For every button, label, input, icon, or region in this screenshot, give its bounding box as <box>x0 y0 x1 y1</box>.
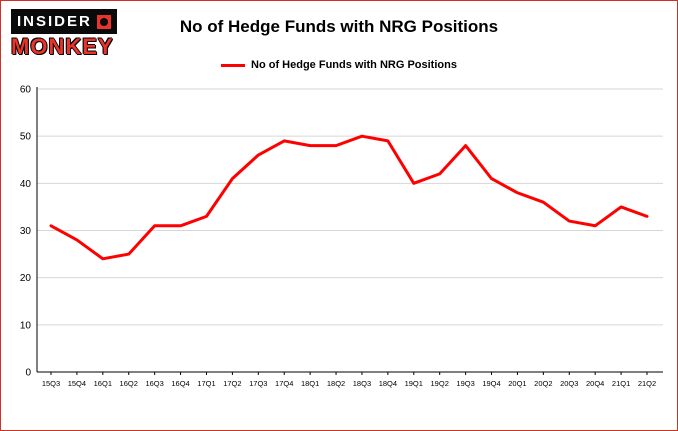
x-tick-label: 18Q4 <box>379 379 397 388</box>
x-tick-label: 17Q1 <box>197 379 215 388</box>
logo-insider-text: INSIDER <box>17 13 92 30</box>
x-tick-label: 20Q1 <box>508 379 526 388</box>
x-tick-label: 18Q1 <box>301 379 319 388</box>
line-chart: 0 10 20 30 40 50 60 15Q3 15Q4 16Q1 16Q2 16Q3 16Q4 17Q… <box>20 85 663 388</box>
x-tick-label: 16Q2 <box>120 379 138 388</box>
legend-label: No of Hedge Funds with NRG Positions <box>251 59 457 71</box>
x-tick-label: 16Q3 <box>145 379 163 388</box>
y-tick-label: 10 <box>20 320 32 331</box>
x-tick-label: 17Q2 <box>223 379 241 388</box>
x-tick-label: 19Q3 <box>456 379 474 388</box>
x-tick-label: 19Q4 <box>482 379 500 388</box>
x-tick-label: 18Q2 <box>327 379 345 388</box>
series-line-nrg-hedge-funds <box>49 134 649 261</box>
x-tick-label: 21Q1 <box>612 379 630 388</box>
y-tick-label: 40 <box>20 179 32 190</box>
y-tick-label: 50 <box>20 132 32 143</box>
x-tick-label: 18Q3 <box>353 379 371 388</box>
y-tick-label: 20 <box>20 273 32 284</box>
x-tick-label: 17Q3 <box>249 379 267 388</box>
logo-insider-bar: INSIDER <box>11 9 117 34</box>
x-tick-label: 17Q4 <box>275 379 293 388</box>
y-tick-label: 30 <box>20 226 32 237</box>
x-tick-label: 20Q4 <box>586 379 604 388</box>
insider-monkey-logo: INSIDER MONKEY <box>11 9 117 58</box>
x-tick-label: 16Q4 <box>171 379 189 388</box>
x-tick-label: 19Q2 <box>431 379 449 388</box>
x-tick-label: 20Q2 <box>534 379 552 388</box>
monkey-icon <box>96 14 111 29</box>
x-tick-label: 19Q1 <box>405 379 423 388</box>
x-tick-label: 21Q2 <box>638 379 656 388</box>
chart-title: No of Hedge Funds with NRG Positions <box>179 17 499 36</box>
y-tick-label: 60 <box>20 85 32 96</box>
x-tick-label: 20Q3 <box>560 379 578 388</box>
legend-line-swatch <box>221 63 246 67</box>
chart-legend: No of Hedge Funds with NRG Positions <box>1 59 677 71</box>
x-tick-label: 15Q3 <box>42 379 60 388</box>
logo-monkey-text: MONKEY <box>11 34 114 59</box>
x-tick-label: 15Q4 <box>68 379 86 388</box>
y-tick-label: 0 <box>25 368 31 379</box>
x-tick-label: 16Q1 <box>94 379 112 388</box>
